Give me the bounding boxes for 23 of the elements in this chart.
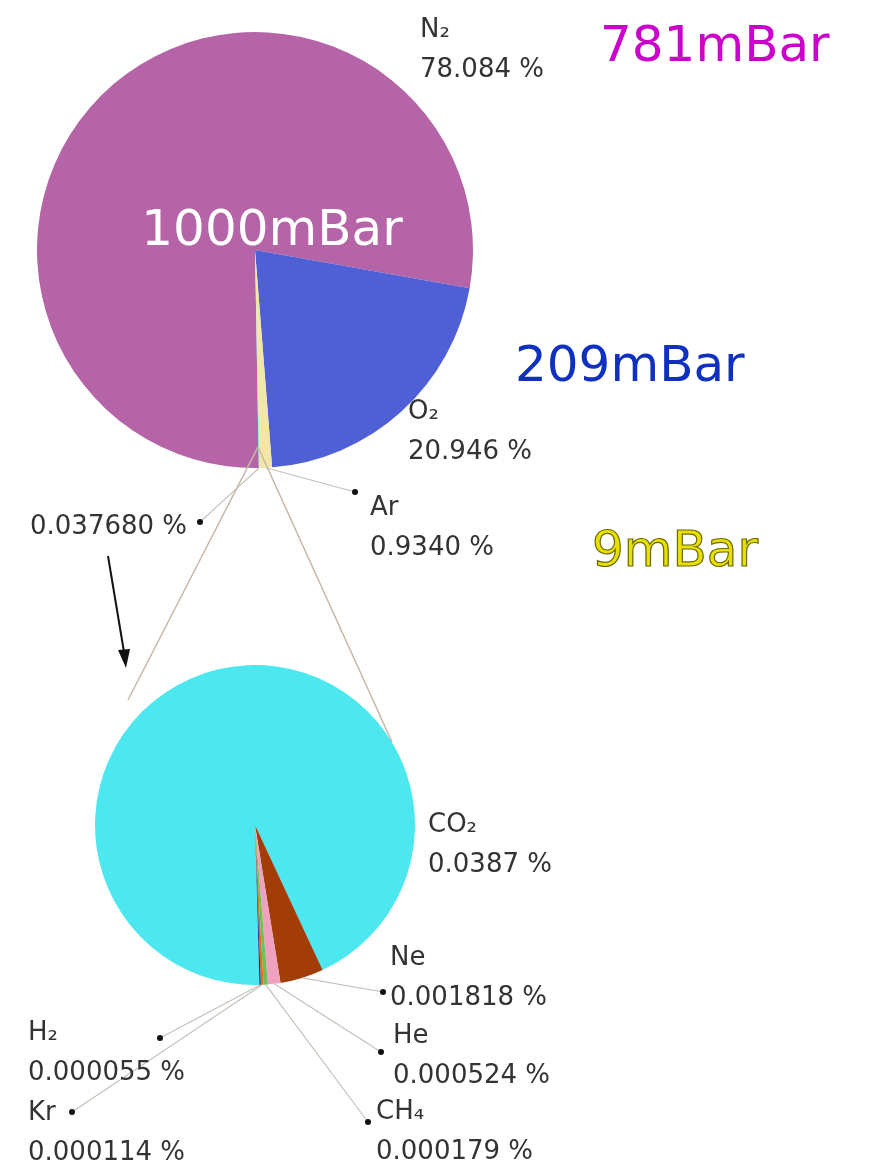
text: 781mBar	[600, 14, 831, 73]
slice-label: He	[393, 1018, 429, 1049]
data-label: 0.000524 %	[393, 1058, 551, 1089]
slice-label: Ar	[370, 490, 399, 521]
slice-label: N₂	[420, 12, 450, 43]
slice-label: Ne	[390, 940, 426, 971]
data-label: 0.0387 %	[428, 847, 552, 878]
data-label: 0.9340 %	[370, 530, 494, 561]
slice-label: CO₂	[428, 807, 478, 838]
slice-label: CH₄	[376, 1094, 425, 1125]
text: 9mBar	[592, 519, 759, 578]
text: 209mBar	[515, 334, 746, 393]
data-label: 0.000179 %	[376, 1134, 534, 1163]
data-label: 0.037680 %	[30, 509, 188, 540]
data-label: 0.000055 %	[28, 1055, 186, 1086]
slice-label: Kr	[28, 1095, 57, 1126]
data-label: 0.001818 %	[390, 980, 548, 1011]
data-label: 20.946 %	[408, 434, 532, 465]
data-label: 0.000114 %	[28, 1135, 186, 1163]
slice-label: H₂	[28, 1015, 58, 1046]
slice-label: O₂	[408, 394, 439, 425]
data-label: 78.084 %	[420, 52, 544, 83]
text: 1000mBar	[141, 198, 404, 257]
